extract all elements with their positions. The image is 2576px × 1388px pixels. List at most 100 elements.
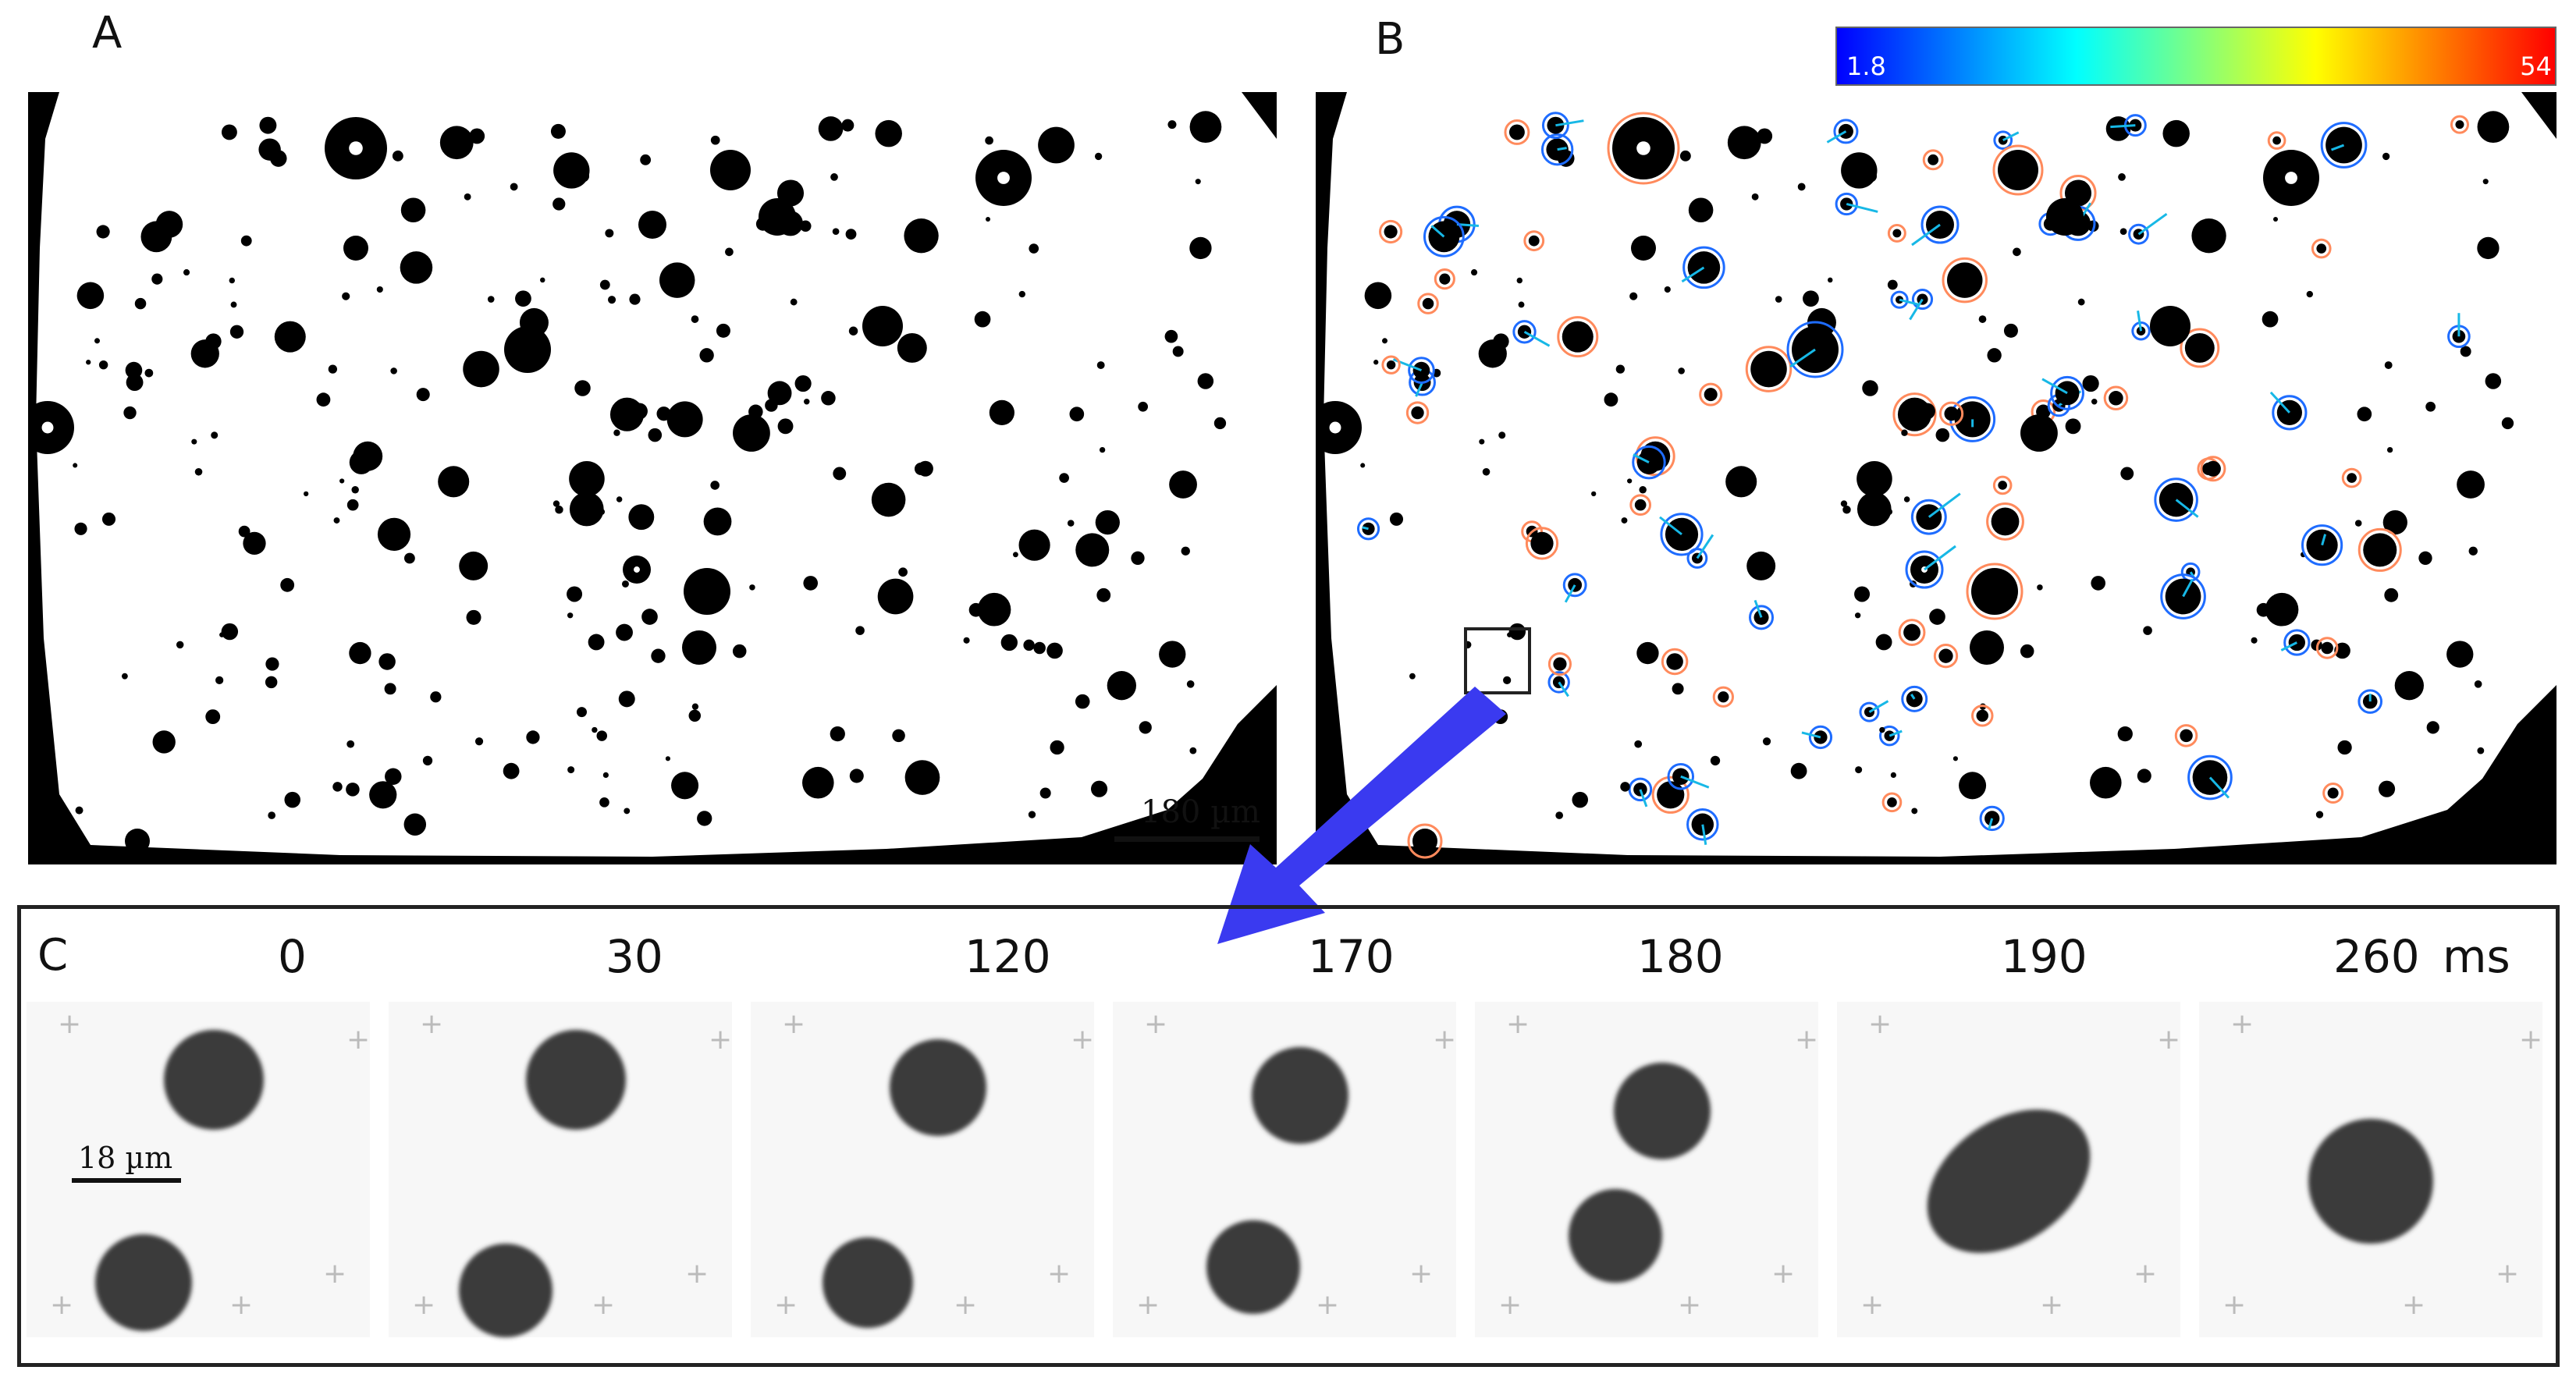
droplet [1503, 676, 1512, 685]
track-ring [2272, 395, 2308, 431]
track-line [1899, 298, 1919, 306]
panel-b-droplets-with-tracks [1316, 111, 2514, 859]
droplet [377, 517, 411, 551]
droplet [2426, 721, 2439, 734]
droplet [1159, 641, 1186, 668]
droplet [553, 500, 560, 507]
droplet [1901, 429, 1908, 436]
droplet [1704, 388, 1718, 402]
droplet [1470, 268, 1478, 276]
track-ring [2050, 375, 2084, 410]
droplet [238, 525, 250, 538]
track-ring [1890, 290, 1909, 309]
background-speck: + [685, 1258, 709, 1290]
droplet [613, 429, 620, 436]
droplet [274, 321, 306, 353]
droplet [790, 298, 798, 306]
droplet [2091, 576, 2106, 591]
background-speck: + [954, 1289, 977, 1321]
track-ring [1512, 320, 1537, 344]
track-line [1909, 298, 1924, 321]
droplet [229, 277, 236, 284]
droplet [1938, 648, 1953, 663]
droplet [176, 641, 184, 649]
droplet [1803, 290, 1819, 307]
droplet [2120, 467, 2134, 481]
background-speck: + [1771, 1258, 1795, 1290]
droplet [759, 198, 796, 236]
droplet [659, 262, 695, 298]
frame-time-label: 120 [965, 930, 1051, 983]
droplet [1479, 438, 1485, 445]
droplet [1029, 243, 1039, 254]
track-line [1910, 694, 1916, 700]
merging-droplet [1927, 1109, 2091, 1253]
track-ring [1686, 548, 1708, 569]
track-ring [1379, 219, 1403, 244]
droplet [553, 197, 566, 211]
track-ring [1540, 133, 1574, 166]
frame-time-label: 260 [2333, 930, 2420, 983]
droplet [2501, 417, 2514, 430]
droplet [1664, 286, 1671, 293]
droplet [2013, 247, 2021, 257]
track-ring [1660, 513, 1704, 556]
droplet [1750, 350, 1787, 388]
background-speck: + [1506, 1008, 1530, 1040]
droplet [1107, 671, 1136, 701]
droplet [2262, 311, 2279, 328]
droplet [616, 496, 623, 502]
droplet [125, 361, 143, 379]
droplet [656, 406, 671, 421]
track-ring [1910, 499, 1947, 535]
droplet [1710, 755, 1721, 766]
droplet [205, 333, 222, 350]
droplet [1411, 406, 1424, 420]
track-ring [2200, 456, 2226, 482]
merging-droplet [164, 1030, 264, 1130]
droplet [98, 360, 108, 370]
panel-a-scale-label: 180 µm [1141, 794, 1260, 830]
droplet [2337, 740, 2352, 755]
track-ring [1628, 777, 1653, 802]
track-ring [1504, 119, 1530, 145]
timelapse-frame [1475, 1002, 1818, 1337]
background-speck: + [1433, 1024, 1456, 1056]
droplet [532, 311, 538, 316]
droplet [1530, 531, 1554, 556]
droplet [1038, 126, 1075, 164]
colorbar: 1.8 54 [1835, 27, 2556, 86]
track-line [1696, 534, 1714, 559]
droplet [1906, 690, 1923, 708]
droplet [1075, 694, 1090, 709]
droplet [2468, 546, 2478, 556]
droplet [1028, 811, 1036, 818]
droplet [1547, 116, 1565, 134]
droplet [845, 229, 857, 240]
droplet [1621, 517, 1628, 524]
track-ring [1547, 652, 1572, 676]
droplet [1944, 406, 1959, 421]
track-ring [1922, 149, 1944, 171]
droplet [1555, 811, 1564, 819]
droplet [2418, 551, 2432, 565]
droplet [1842, 506, 1851, 514]
track-line [1789, 348, 1816, 368]
droplet [1528, 235, 1540, 247]
track-line [1868, 700, 1889, 713]
droplet [710, 135, 720, 145]
droplet [1213, 417, 1227, 430]
track-ring [2311, 238, 2332, 259]
droplet [2382, 509, 2407, 535]
droplet [349, 450, 374, 474]
track-ring [2154, 477, 2198, 522]
droplet [346, 499, 359, 511]
droplet [2003, 323, 2018, 338]
merging-droplet [2308, 1119, 2433, 1244]
droplet [1790, 762, 1807, 779]
droplet [904, 218, 939, 254]
track-ring [1562, 573, 1587, 598]
droplet [2118, 173, 2126, 181]
droplet [466, 609, 481, 625]
droplet [1879, 726, 1885, 733]
